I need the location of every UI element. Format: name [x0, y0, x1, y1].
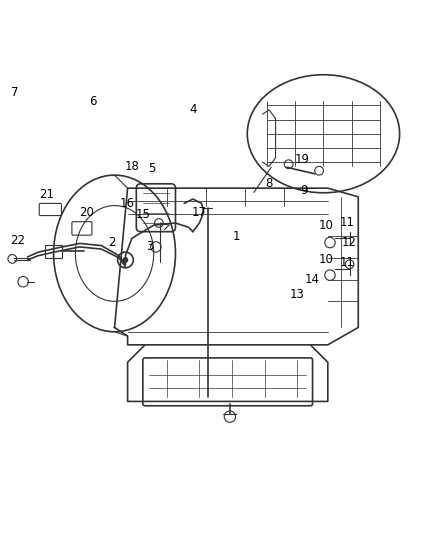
Text: 8: 8	[265, 177, 273, 190]
Text: 12: 12	[342, 236, 357, 249]
Text: 6: 6	[89, 95, 96, 108]
Text: 11: 11	[340, 216, 355, 230]
Text: 3: 3	[146, 240, 153, 253]
Text: 9: 9	[300, 184, 307, 197]
Text: 5: 5	[148, 162, 155, 175]
Text: 11: 11	[340, 256, 355, 269]
Text: 10: 10	[318, 219, 333, 232]
Text: 2: 2	[109, 236, 116, 249]
Text: 14: 14	[305, 273, 320, 286]
Text: 21: 21	[39, 188, 55, 201]
Text: 16: 16	[120, 197, 135, 210]
Text: 13: 13	[290, 288, 305, 301]
Text: 19: 19	[294, 154, 309, 166]
Text: 4: 4	[189, 103, 197, 116]
Text: 7: 7	[11, 86, 18, 99]
Circle shape	[123, 258, 127, 262]
Text: 15: 15	[135, 208, 150, 221]
Text: 22: 22	[11, 234, 25, 247]
Text: 18: 18	[124, 160, 139, 173]
Text: 20: 20	[79, 206, 94, 219]
Text: 17: 17	[192, 206, 207, 219]
Text: 10: 10	[318, 254, 333, 266]
Text: 1: 1	[233, 230, 240, 243]
